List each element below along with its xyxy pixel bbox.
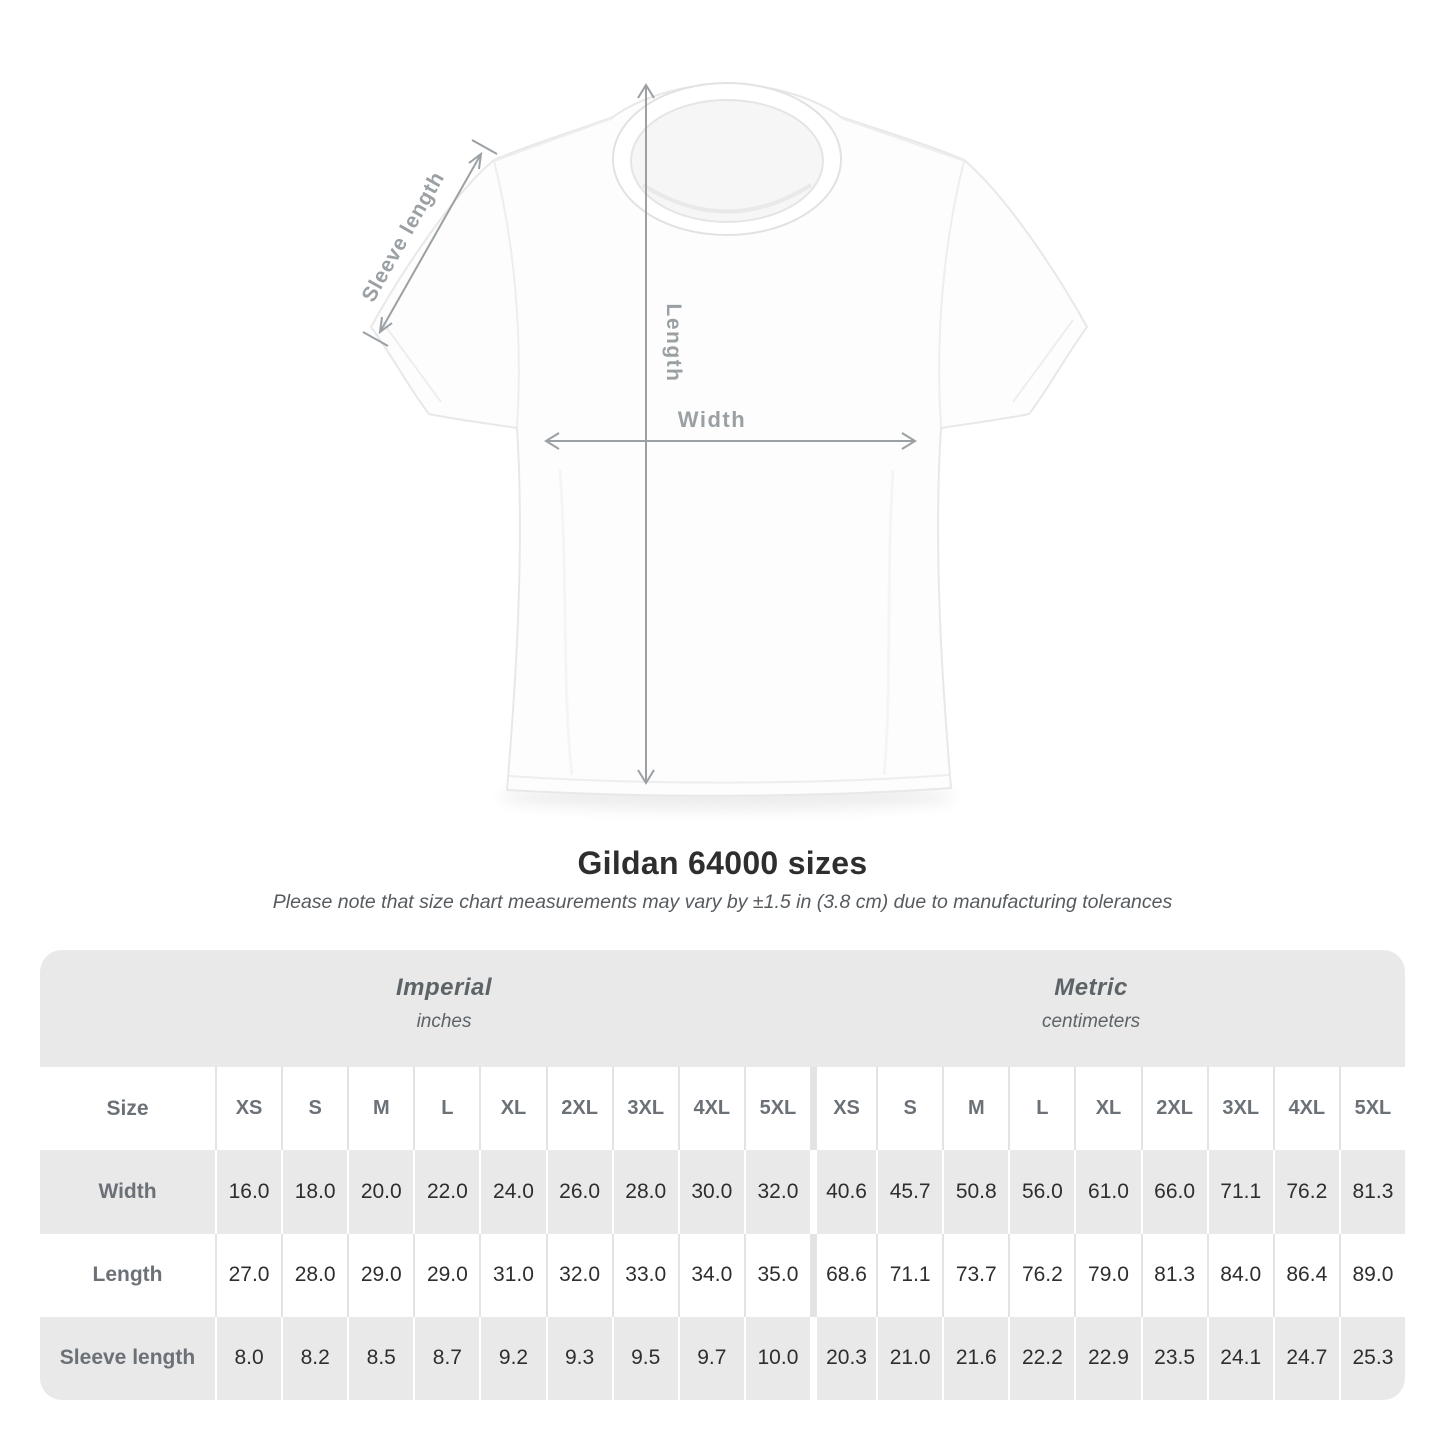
tshirt-body	[370, 83, 1088, 797]
width-imperial-value: 24.0	[479, 1150, 546, 1234]
sleeve-length-metric-value: 20.3	[810, 1316, 877, 1400]
size-header-imperial-4xl: 4XL	[677, 1067, 744, 1151]
width-imperial-value: 30.0	[677, 1150, 744, 1234]
shirt-seams	[380, 117, 1074, 784]
sleeve-length-arrow	[362, 139, 498, 347]
metric-unit-header: Metric centimeters	[1042, 974, 1140, 1033]
length-metric-value: 71.1	[876, 1233, 943, 1317]
length-imperial-value: 29.0	[413, 1233, 480, 1317]
length-imperial-value: 32.0	[545, 1233, 612, 1317]
width-arrow	[544, 432, 917, 450]
size-header-imperial-2xl: 2XL	[545, 1067, 612, 1151]
length-imperial-value: 34.0	[677, 1233, 744, 1317]
width-metric-value: 56.0	[1008, 1150, 1075, 1234]
width-metric-value: 81.3	[1338, 1150, 1405, 1234]
size-header-imperial-5xl: 5XL	[743, 1067, 810, 1151]
width-label: Width	[678, 407, 746, 432]
length-metric-value: 89.0	[1338, 1233, 1405, 1317]
size-header-metric-m: M	[942, 1067, 1009, 1151]
width-metric-value: 40.6	[810, 1150, 877, 1234]
sleeve-length-metric-value: 23.5	[1140, 1316, 1207, 1400]
size-header-imperial-xl: XL	[479, 1067, 546, 1151]
size-corner-label: Size	[40, 1067, 215, 1151]
length-metric-value: 76.2	[1008, 1233, 1075, 1317]
length-metric-value: 68.6	[810, 1233, 877, 1317]
size-header-metric-l: L	[1008, 1067, 1075, 1151]
sleeve-length-imperial-value: 9.7	[677, 1316, 744, 1400]
imperial-label: Imperial	[396, 974, 493, 1001]
sleeve-length-imperial-value: 9.3	[545, 1316, 612, 1400]
size-header-metric-s: S	[876, 1067, 943, 1151]
width-metric-value: 76.2	[1272, 1150, 1339, 1234]
sleeve-length-metric-value: 22.9	[1074, 1316, 1141, 1400]
sleeve-length-imperial-value: 8.0	[215, 1316, 282, 1400]
width-imperial-value: 28.0	[611, 1150, 678, 1234]
length-metric-value: 86.4	[1272, 1233, 1339, 1317]
length-metric-value: 73.7	[942, 1233, 1009, 1317]
length-imperial-value: 28.0	[281, 1233, 348, 1317]
length-imperial-value: 27.0	[215, 1233, 282, 1317]
length-imperial-value: 35.0	[743, 1233, 810, 1317]
size-header-imperial-xs: XS	[215, 1067, 282, 1151]
width-metric-value: 66.0	[1140, 1150, 1207, 1234]
size-header-metric-xl: XL	[1074, 1067, 1141, 1151]
sleeve-length-metric-value: 24.7	[1272, 1316, 1339, 1400]
size-header-metric-2xl: 2XL	[1140, 1067, 1207, 1151]
sleeve-length-imperial-value: 8.7	[413, 1316, 480, 1400]
length-metric-value: 79.0	[1074, 1233, 1141, 1317]
sleeve-length-imperial-value: 9.5	[611, 1316, 678, 1400]
tolerance-note: Please note that size chart measurements…	[272, 891, 1173, 913]
size-header-metric-3xl: 3XL	[1206, 1067, 1273, 1151]
imperial-unit: inches	[416, 1011, 472, 1032]
width-metric-value: 61.0	[1074, 1150, 1141, 1234]
unit-header-row: Imperial inches Metric centimeters	[40, 950, 1405, 1067]
width-metric-value: 71.1	[1206, 1150, 1273, 1234]
sleeve-length-imperial-value: 10.0	[743, 1316, 810, 1400]
length-imperial-value: 29.0	[347, 1233, 414, 1317]
tshirt-measurement-diagram: Sleeve length Length Width	[357, 82, 1088, 810]
width-imperial-value: 18.0	[281, 1150, 348, 1234]
sleeve-length-imperial-value: 8.5	[347, 1316, 414, 1400]
width-imperial-value: 22.0	[413, 1150, 480, 1234]
length-metric-value: 84.0	[1206, 1233, 1273, 1317]
size-header-imperial-3xl: 3XL	[611, 1067, 678, 1151]
width-imperial-value: 26.0	[545, 1150, 612, 1234]
length-imperial-value: 33.0	[611, 1233, 678, 1317]
length-imperial-value: 31.0	[479, 1233, 546, 1317]
length-metric-value: 81.3	[1140, 1233, 1207, 1317]
width-imperial-value: 16.0	[215, 1150, 282, 1234]
size-header-imperial-l: L	[413, 1067, 480, 1151]
sleeve-length-imperial-value: 8.2	[281, 1316, 348, 1400]
sleeve-length-metric-value: 24.1	[1206, 1316, 1273, 1400]
sleeve-length-imperial-value: 9.2	[479, 1316, 546, 1400]
row-label-sleeve-length: Sleeve length	[40, 1316, 215, 1400]
row-label-length: Length	[40, 1233, 215, 1317]
sleeve-length-metric-value: 25.3	[1338, 1316, 1405, 1400]
sleeve-length-metric-value: 21.6	[942, 1316, 1009, 1400]
width-imperial-value: 20.0	[347, 1150, 414, 1234]
metric-label: Metric	[1054, 974, 1128, 1001]
metric-unit: centimeters	[1041, 1011, 1141, 1032]
page-title: Gildan 64000 sizes	[577, 845, 868, 881]
title-block: Gildan 64000 sizes Please note that size…	[0, 845, 1445, 914]
size-table: Imperial inches Metric centimeters Size X…	[40, 950, 1405, 1400]
length-label: Length	[662, 304, 685, 383]
collar	[612, 82, 842, 236]
width-imperial-value: 32.0	[743, 1150, 810, 1234]
size-grid: Size XS S M L XL 2XL 3XL 4XL 5XL XS S M L XL 2XL 3XL 4XL 5…	[40, 1067, 1405, 1400]
imperial-unit-header: Imperial inches	[396, 974, 492, 1033]
width-metric-value: 45.7	[876, 1150, 943, 1234]
size-header-metric-4xl: 4XL	[1272, 1067, 1339, 1151]
width-metric-value: 50.8	[942, 1150, 1009, 1234]
size-header-imperial-s: S	[281, 1067, 348, 1151]
sleeve-length-metric-value: 21.0	[876, 1316, 943, 1400]
length-arrow	[637, 83, 655, 785]
row-label-width: Width	[40, 1150, 215, 1234]
size-header-metric-xs: XS	[810, 1067, 877, 1151]
size-header-metric-5xl: 5XL	[1338, 1067, 1405, 1151]
sleeve-length-metric-value: 22.2	[1008, 1316, 1075, 1400]
size-header-imperial-m: M	[347, 1067, 414, 1151]
